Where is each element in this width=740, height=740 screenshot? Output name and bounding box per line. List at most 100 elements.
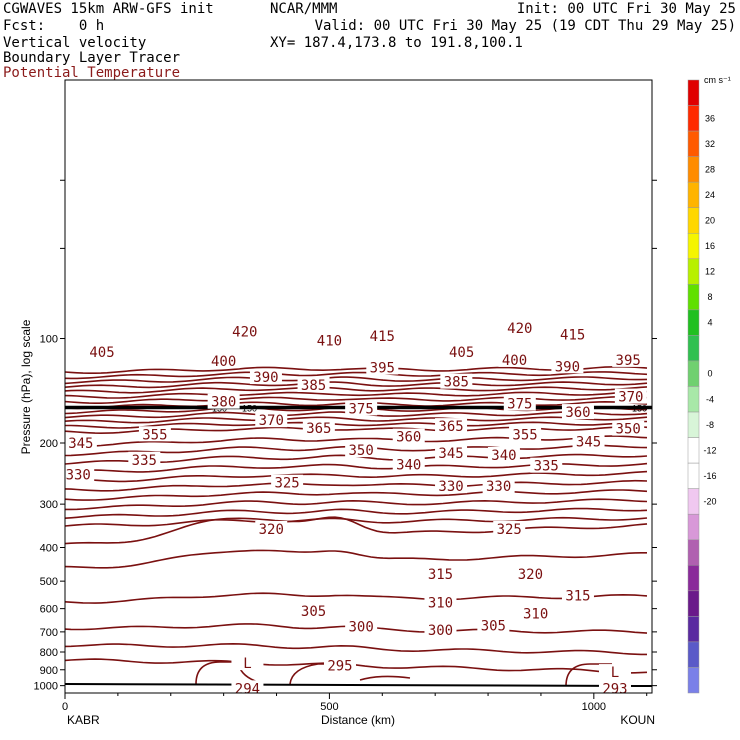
contour-label: 330 <box>438 479 463 495</box>
surface-low-contour <box>565 663 612 687</box>
contour-label-bg <box>514 565 547 581</box>
colorbar-tick-label: 16 <box>705 241 715 251</box>
contour-label: 400 <box>211 354 236 370</box>
theta-contour-line <box>64 642 647 656</box>
contour-label: 295 <box>327 658 352 674</box>
theta-contour-line <box>64 592 648 604</box>
contour-label-bg <box>392 456 425 472</box>
contour-label: 415 <box>560 327 585 343</box>
colorbar-tick-label: 28 <box>705 164 715 174</box>
contour-label-bg <box>493 520 526 536</box>
y-tick-label: 800 <box>40 647 58 659</box>
contour-label: 350 <box>616 422 641 438</box>
contour-label-bg <box>207 393 240 409</box>
colorbar-swatch <box>687 667 700 694</box>
contour-label-bg <box>345 442 378 458</box>
contour-label: 335 <box>132 453 157 469</box>
contour-label-bg <box>207 353 240 369</box>
contour-label-bg <box>424 565 457 581</box>
x-end-station-label: KOUN <box>620 713 655 727</box>
contour-label: 390 <box>253 370 278 386</box>
contour-label-bg <box>228 323 261 339</box>
contour-label: 300 <box>428 623 453 639</box>
contour-label-bg <box>482 478 515 494</box>
header-run-name: CGWAVES 15km ARW-GFS init <box>3 1 214 17</box>
contour-label: 420 <box>232 324 257 340</box>
contour-label: 410 <box>317 334 342 350</box>
contour-label-bg <box>345 618 378 634</box>
contour-label: 405 <box>449 345 474 361</box>
theta-contour-line <box>65 498 648 511</box>
contour-label-bg <box>435 418 468 434</box>
contour-label-bg <box>598 680 631 696</box>
colorbar-tick-label: -16 <box>703 471 716 481</box>
contour-label-bg <box>614 388 647 404</box>
contour-label-bg <box>366 359 399 375</box>
contour-label-bg <box>519 605 552 621</box>
contour-label: 355 <box>142 427 167 443</box>
contour-label-bg <box>231 655 264 671</box>
contour-label: 310 <box>523 607 548 623</box>
colorbar-swatch <box>687 437 700 464</box>
colorbar-swatch <box>687 335 700 362</box>
contour-label: 345 <box>68 436 93 452</box>
header-init-time: Init: 00 UTC Fri 30 May 25 <box>516 1 736 17</box>
colorbar-swatch <box>687 130 700 157</box>
theta-contour-line <box>64 435 648 448</box>
contour-label: 405 <box>89 345 114 361</box>
contour-label: 340 <box>396 457 421 473</box>
contour-label-bg <box>255 412 288 428</box>
contour-label: 305 <box>481 619 506 635</box>
contour-label: 355 <box>512 427 537 443</box>
colorbar-tick-label: 12 <box>705 267 715 277</box>
contour-label: 415 <box>370 329 395 345</box>
contour-label: 360 <box>396 430 421 446</box>
colorbar-swatch <box>687 156 700 183</box>
contour-label: 330 <box>66 467 91 483</box>
contour-label: 325 <box>274 476 299 492</box>
colorbar-swatch <box>687 309 700 336</box>
axes: 100 200 300 400 500 600 700 800 900 1000 0 500 1000 K… <box>34 179 657 727</box>
contour-label: 395 <box>370 360 395 376</box>
contour-label: 315 <box>428 567 453 583</box>
colorbar-tick-label: -20 <box>703 496 716 506</box>
y-axis-label: Pressure (hPa), log scale <box>19 319 33 454</box>
contour-label: 320 <box>518 567 543 583</box>
contour-label: 375 <box>348 401 373 417</box>
surface-low-contour <box>195 661 411 685</box>
tracer-label: 150 <box>632 403 647 413</box>
colorbar-tick-label: 20 <box>705 215 715 225</box>
header-organization: NCAR/MMM <box>270 1 338 17</box>
colorbar: cm s⁻¹ 36 32 28 24 20 16 12 8 4 0 -4 -8 -12 -16 -20 <box>687 75 731 694</box>
contour-labels: 420 410 415 420 415 405 400 395 405 400 390 395 390 3… <box>62 320 647 697</box>
colorbar-swatch <box>687 105 700 132</box>
theta-contour-line <box>64 386 648 394</box>
contour-label-bg <box>86 343 119 359</box>
colorbar-swatch <box>687 284 700 311</box>
contour-label-bg <box>612 351 645 367</box>
contour-label: 370 <box>259 413 284 429</box>
contour-label-bg <box>255 520 288 536</box>
contour-label-bg <box>498 351 531 367</box>
contour-label: 310 <box>428 596 453 612</box>
contour-label-bg <box>503 395 536 411</box>
contour-label-bg <box>440 373 473 389</box>
contour-label: 345 <box>576 434 601 450</box>
y-tick-label: 200 <box>40 438 58 450</box>
colorbar-tick-label: 32 <box>705 139 715 149</box>
contour-label: 375 <box>507 397 532 413</box>
y-tick-label: 700 <box>40 627 58 639</box>
contour-label: 335 <box>534 459 559 475</box>
contour-label-bg <box>392 428 425 444</box>
header-forecast-hour: Fcst: 0 h <box>3 18 105 34</box>
contour-label: 380 <box>211 395 236 411</box>
colorbar-tick-label: 24 <box>705 190 715 200</box>
y-tick-label: 900 <box>40 665 58 677</box>
colorbar-tick-label: 4 <box>707 318 712 328</box>
colorbar-swatch <box>687 462 700 489</box>
colorbar-swatch <box>687 181 700 208</box>
colorbar-swatch <box>687 616 700 643</box>
contour-label: 350 <box>348 443 373 459</box>
contour-label-bg <box>509 426 542 442</box>
colorbar-swatch <box>687 258 700 285</box>
